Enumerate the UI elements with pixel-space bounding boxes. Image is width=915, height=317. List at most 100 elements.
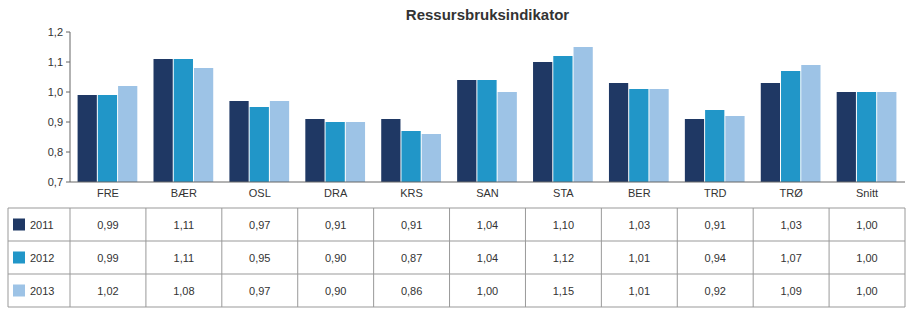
table-value: 1,09 bbox=[780, 285, 801, 297]
bar bbox=[194, 68, 213, 182]
bar bbox=[346, 122, 365, 182]
bar bbox=[553, 56, 572, 182]
data-table: 20110,991,110,970,910,911,041,101,030,91… bbox=[8, 208, 905, 307]
table-value: 0,86 bbox=[401, 285, 422, 297]
table-value: 0,99 bbox=[97, 252, 118, 264]
table-value: 1,00 bbox=[856, 219, 877, 231]
table-line bbox=[8, 307, 905, 308]
y-tick-label: 1,2 bbox=[48, 26, 63, 38]
table-value: 0,94 bbox=[705, 252, 726, 264]
table-line bbox=[297, 208, 298, 307]
bar bbox=[685, 119, 704, 182]
bar bbox=[174, 59, 193, 182]
bar bbox=[801, 65, 820, 182]
table-line bbox=[145, 208, 146, 307]
table-value: 0,87 bbox=[401, 252, 422, 264]
bar bbox=[533, 62, 552, 182]
x-tick-label: Snitt bbox=[856, 187, 878, 199]
bar bbox=[574, 47, 593, 182]
table-value: 0,91 bbox=[325, 219, 346, 231]
x-tick-label: FRE bbox=[97, 187, 119, 199]
x-tick-label: SAN bbox=[476, 187, 499, 199]
table-value: 0,91 bbox=[705, 219, 726, 231]
table-value: 1,04 bbox=[477, 219, 498, 231]
bar bbox=[877, 92, 896, 182]
table-value: 1,12 bbox=[553, 252, 574, 264]
bar bbox=[477, 80, 496, 182]
table-value: 1,15 bbox=[553, 285, 574, 297]
series-swatch bbox=[13, 285, 25, 297]
table-line bbox=[449, 208, 450, 307]
table-line bbox=[221, 208, 222, 307]
x-tick-label: TRØ bbox=[780, 187, 804, 199]
table-value: 1,00 bbox=[477, 285, 498, 297]
bar bbox=[154, 59, 173, 182]
table-line bbox=[8, 241, 905, 242]
table-value: 0,92 bbox=[705, 285, 726, 297]
bar bbox=[629, 89, 648, 182]
table-line bbox=[373, 208, 374, 307]
y-tick bbox=[66, 122, 70, 123]
bar bbox=[705, 110, 724, 182]
y-tick bbox=[66, 92, 70, 93]
table-value: 1,10 bbox=[553, 219, 574, 231]
bar bbox=[250, 107, 269, 182]
y-axis-line bbox=[70, 32, 71, 182]
table-line bbox=[601, 208, 602, 307]
bar bbox=[78, 95, 97, 182]
bar bbox=[498, 92, 517, 182]
table-value: 1,00 bbox=[856, 285, 877, 297]
y-tick-label: 1,1 bbox=[48, 56, 63, 68]
bar bbox=[609, 83, 628, 182]
table-value: 0,90 bbox=[325, 285, 346, 297]
table-line bbox=[8, 208, 9, 307]
x-tick-label: DRA bbox=[324, 187, 348, 199]
table-value: 0,95 bbox=[249, 252, 270, 264]
series-name: 2013 bbox=[30, 285, 54, 297]
chart: Ressursbruksindikator0,70,80,91,01,11,2F… bbox=[0, 0, 915, 317]
table-value: 0,91 bbox=[401, 219, 422, 231]
bar bbox=[118, 86, 137, 182]
table-value: 1,03 bbox=[629, 219, 650, 231]
table-value: 0,99 bbox=[97, 219, 118, 231]
bar bbox=[837, 92, 856, 182]
y-tick-label: 0,8 bbox=[48, 146, 63, 158]
table-value: 0,90 bbox=[325, 252, 346, 264]
title: Ressursbruksindikator bbox=[406, 6, 570, 23]
table-value: 1,03 bbox=[780, 219, 801, 231]
table-line bbox=[70, 208, 71, 307]
bar bbox=[98, 95, 117, 182]
bar bbox=[401, 131, 420, 182]
bar bbox=[761, 83, 780, 182]
y-tick bbox=[66, 32, 70, 33]
x-tick-label: TRD bbox=[704, 187, 727, 199]
x-tick-label: OSL bbox=[249, 187, 271, 199]
table-line bbox=[677, 208, 678, 307]
bar bbox=[270, 101, 289, 182]
table-line bbox=[525, 208, 526, 307]
x-axis-line bbox=[70, 182, 905, 183]
table-line bbox=[905, 208, 906, 307]
table-value: 1,11 bbox=[174, 252, 195, 264]
table-line bbox=[753, 208, 754, 307]
x-tick-label: BER bbox=[628, 187, 651, 199]
table-value: 1,00 bbox=[856, 252, 877, 264]
bar bbox=[229, 101, 248, 182]
y-tick bbox=[66, 152, 70, 153]
bar bbox=[857, 92, 876, 182]
table-line bbox=[8, 274, 905, 275]
bar bbox=[781, 71, 800, 182]
bar bbox=[422, 134, 441, 182]
bar bbox=[725, 116, 744, 182]
table-line bbox=[829, 208, 830, 307]
y-tick-label: 0,7 bbox=[48, 176, 63, 188]
y-tick bbox=[66, 62, 70, 63]
table-value: 1,11 bbox=[174, 219, 195, 231]
x-tick-label: BÆR bbox=[171, 187, 197, 199]
x-tick-label: KRS bbox=[400, 187, 423, 199]
bar bbox=[305, 119, 324, 182]
series-swatch bbox=[13, 219, 25, 231]
y-tick-label: 0,9 bbox=[48, 116, 63, 128]
table-value: 0,97 bbox=[249, 219, 270, 231]
bar bbox=[457, 80, 476, 182]
